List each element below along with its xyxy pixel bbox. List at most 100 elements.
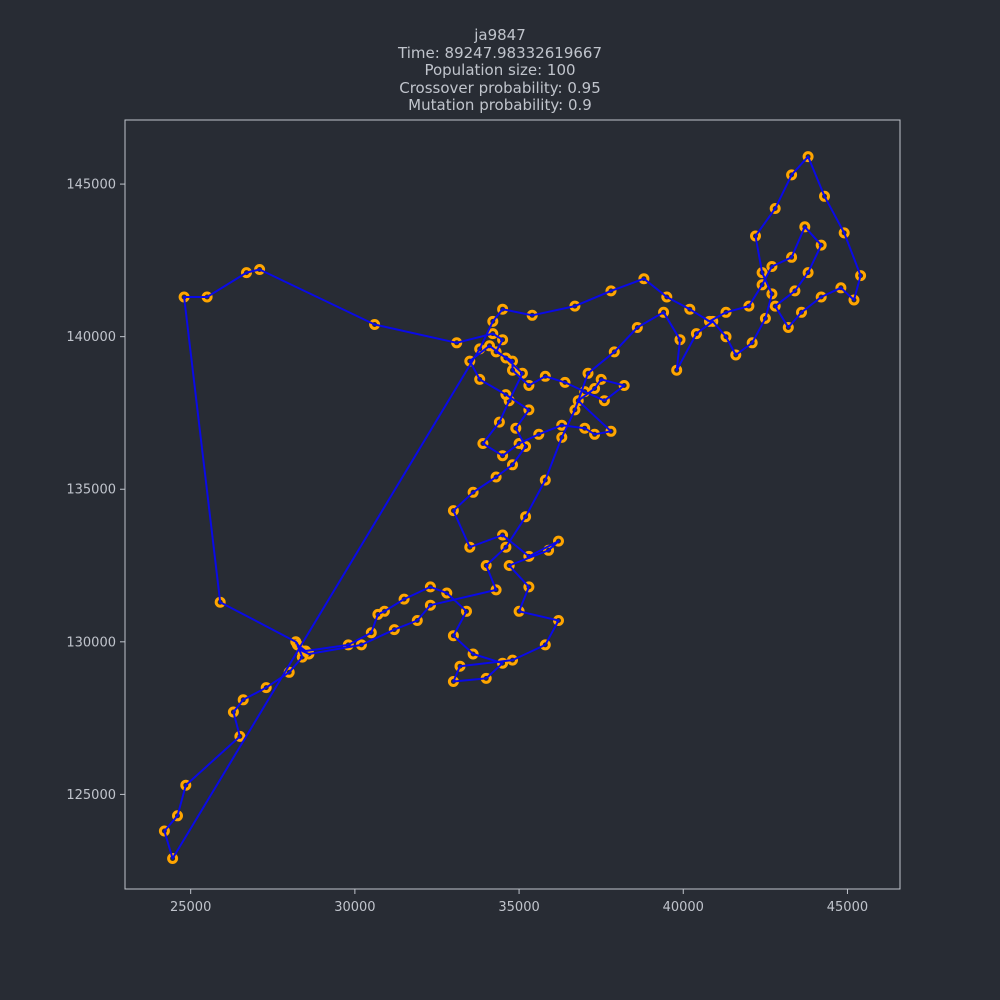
y-tick-label: 125000 [66,788,116,803]
city-point [595,373,607,385]
x-axis: 25000 30000 35000 40000 45000 [170,889,868,915]
cities-layer [158,151,867,864]
city-point [523,404,535,416]
city-point [730,349,742,361]
y-tick-label: 130000 [66,635,116,650]
plot-area [124,119,901,890]
city-point [464,541,476,553]
city-point [510,422,522,434]
city-point [493,416,505,428]
city-point [598,395,610,407]
city-point [234,730,246,742]
city-point [815,239,827,251]
city-point [167,853,179,864]
city-point [786,251,798,263]
tour-route-line [163,155,862,860]
route-layer [163,155,862,860]
city-point [497,657,509,669]
city-point [480,560,492,571]
x-tick-label: 30000 [334,900,375,915]
city-point [441,587,453,599]
city-point [618,380,630,391]
city-point [365,627,377,639]
y-tick-label: 135000 [66,483,116,498]
city-point [398,593,410,605]
city-point [227,706,239,718]
city-point [819,190,830,202]
city-point [497,450,509,462]
city-point [411,615,423,626]
city-point [388,624,400,636]
city-point [378,605,390,617]
city-point [497,529,509,541]
city-point [474,373,486,385]
city-point [237,694,249,706]
city-point [172,810,183,822]
city-point [447,505,459,517]
city-point [539,370,551,382]
city-point [260,682,272,694]
chart-title: ja9847 Time: 89247.98332619667 Populatio… [0,26,1000,115]
city-point [516,367,528,379]
city-point [523,380,535,391]
city-point [766,288,778,300]
city-point [484,340,495,352]
city-point [520,511,532,523]
city-point [497,334,509,346]
city-point [769,203,781,214]
city-point [559,376,571,388]
y-tick-label: 145000 [66,178,116,193]
city-point [769,300,781,312]
city-point [855,270,867,282]
city-point [158,825,170,837]
city-point [556,431,568,443]
city-point [507,459,518,471]
city-point [539,639,551,651]
city-point [720,306,732,318]
city-point [500,541,512,553]
city-point [589,383,601,394]
city-point [756,279,768,291]
title-line-mutation: Mutation probability: 0.9 [408,96,592,115]
city-point [582,367,594,379]
city-point [490,471,502,483]
x-tick-label: 25000 [170,900,211,915]
city-point [802,151,814,163]
city-point [720,331,732,343]
title-line-time: Time: 89247.98332619667 [398,43,602,62]
city-point [658,306,670,318]
city-point [523,581,535,593]
city-point [782,322,794,333]
city-point [533,428,545,440]
city-point [503,560,515,571]
city-point [572,395,584,407]
city-point [690,328,702,340]
city-point [815,291,827,303]
title-line-population: Population size: 100 [424,61,576,80]
city-point [490,346,502,358]
x-tick-label: 35000 [498,900,539,915]
city-point [467,486,479,498]
city-point [786,169,798,181]
city-point [802,267,814,279]
city-point [799,221,811,233]
city-point [477,438,489,449]
city-point [848,294,860,306]
city-point [835,282,847,294]
city-point [461,605,472,617]
city-point [290,636,302,648]
y-axis: 125000 130000 135000 140000 145000 [66,178,125,803]
city-point [661,291,673,303]
x-tick-label: 45000 [827,900,868,915]
city-point [447,630,459,642]
city-point [467,648,479,660]
city-point [553,535,564,547]
city-point [424,581,436,593]
y-tick-label: 140000 [66,330,116,345]
city-point [684,303,696,315]
city-point [638,273,650,285]
city-point [743,300,755,312]
city-point [539,474,551,486]
title-line-crossover: Crossover probability: 0.95 [399,78,601,97]
